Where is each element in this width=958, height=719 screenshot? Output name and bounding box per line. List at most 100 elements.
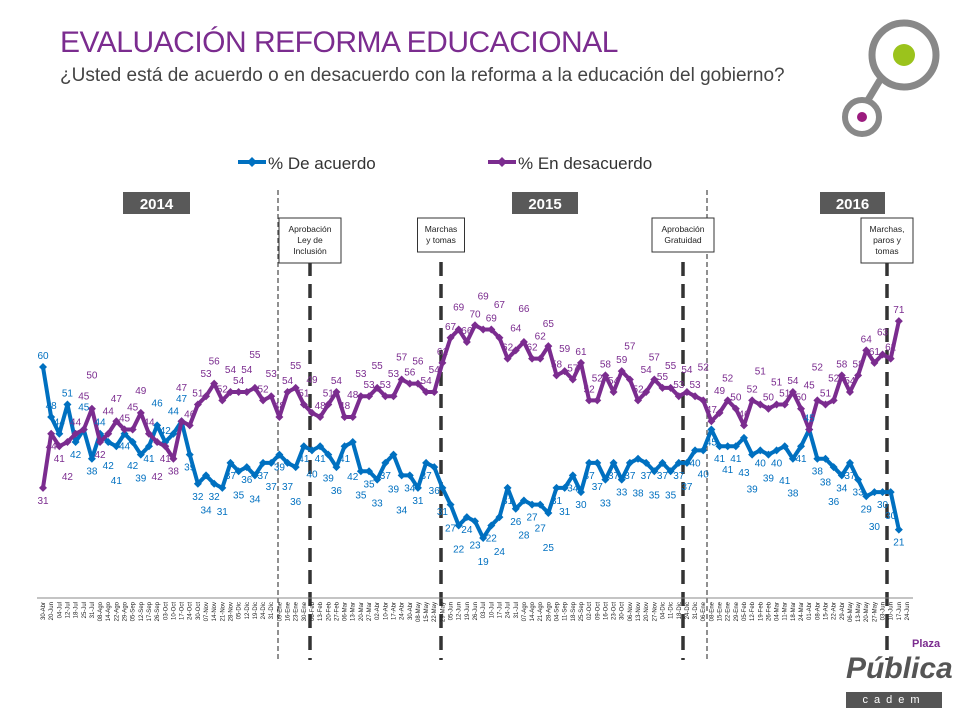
data-point [511,346,520,355]
x-tick-label: 25-Jul [82,602,88,618]
data-label: 41 [722,465,734,476]
data-label: 42 [347,472,359,483]
data-label: 37 [673,471,685,482]
x-tick-label: 29-Ene [734,601,740,621]
data-point [650,375,659,384]
data-point [829,396,838,405]
x-tick-label: 14-Nov [212,602,218,621]
data-point [854,371,863,380]
x-tick-label: 24-Oct [188,602,194,620]
data-point [617,367,626,376]
data-point [267,392,276,401]
x-tick-label: 04-Dic [660,602,666,619]
x-tick-label: 08-Ene [709,601,715,621]
data-point [658,383,667,392]
data-label: 50 [795,393,807,404]
data-label: 59 [559,344,571,355]
data-point [438,483,447,492]
data-label: 39 [323,474,335,485]
data-label: 48 [274,401,286,412]
data-point [55,442,64,451]
data-point [674,392,683,401]
data-label: 56 [412,357,424,368]
data-label: 66 [461,326,473,337]
data-point [519,496,528,505]
x-tick-label: 25-Sep [579,601,585,621]
data-label: 29 [861,504,873,515]
data-label: 48 [315,401,327,412]
data-label: 46 [738,409,750,420]
data-label: 42 [62,472,74,483]
data-label: 54 [225,365,237,376]
x-tick-label: 28-Nov [228,602,234,621]
x-tick-label: 06-Nov [628,602,634,621]
event-annotation-label: Aprobación [661,224,704,234]
data-point [283,388,292,397]
x-tick-label: 29-May [440,602,446,622]
data-label: 24 [461,525,473,536]
data-point [495,333,504,342]
data-label: 35 [233,490,245,501]
x-tick-label: 20-Mar [359,602,365,621]
data-label: 39 [274,463,286,474]
x-tick-label: 24-Jun [905,602,911,620]
data-label: 26 [510,517,522,528]
data-label: 38 [787,489,799,500]
data-point [886,354,895,363]
data-point [772,400,781,409]
data-label: 27 [445,524,457,535]
data-point [576,488,585,497]
data-point [870,488,879,497]
data-point [112,442,121,451]
data-point [348,438,357,447]
x-tick-label: 03-Oct [163,602,169,620]
data-label: 42 [160,426,172,437]
data-label: 38 [812,467,824,478]
x-tick-label: 16-Oct [603,602,609,620]
data-label: 36 [828,497,840,508]
event-annotation-box [651,217,715,253]
data-label: 57 [649,353,661,364]
data-label: 37 [282,482,294,493]
x-tick-label: 07-Ago [522,601,528,621]
data-point [797,442,806,451]
data-label: 48 [46,401,58,412]
data-label: 54 [282,376,294,387]
data-point [348,413,357,422]
data-point [291,463,300,472]
year-banner [123,192,190,214]
data-label: 38 [632,489,644,500]
data-label: 55 [657,372,669,383]
year-label: 2015 [528,196,561,213]
data-point [79,425,88,434]
data-label: 52 [747,384,759,395]
x-tick-label: 20-Nov [644,602,650,621]
data-point [332,388,341,397]
data-point [381,392,390,401]
data-point [715,442,724,451]
data-label: 36 [290,497,302,508]
data-label: 51 [779,389,791,400]
data-point [422,458,431,467]
x-tick-label: 21-Ago [538,601,544,621]
x-tick-label: 27-Mar [367,602,373,621]
data-label: 41 [315,454,327,465]
data-label: 37 [657,471,669,482]
x-tick-label: 31-Dic [269,602,275,619]
x-tick-label: 17-Jun [897,602,903,620]
data-point [250,383,259,392]
data-label: 67 [494,300,506,311]
data-point [307,408,316,417]
data-label: 61 [437,347,449,358]
data-label: 51 [62,389,74,400]
data-point [63,400,72,409]
data-label: 41 [298,454,310,465]
data-point [185,450,194,459]
data-point [821,454,830,463]
x-tick-label: 30-Abr [408,602,414,620]
data-label: 53 [200,369,212,380]
data-label: 41 [54,454,66,465]
data-point [829,463,838,472]
data-point [87,454,96,463]
